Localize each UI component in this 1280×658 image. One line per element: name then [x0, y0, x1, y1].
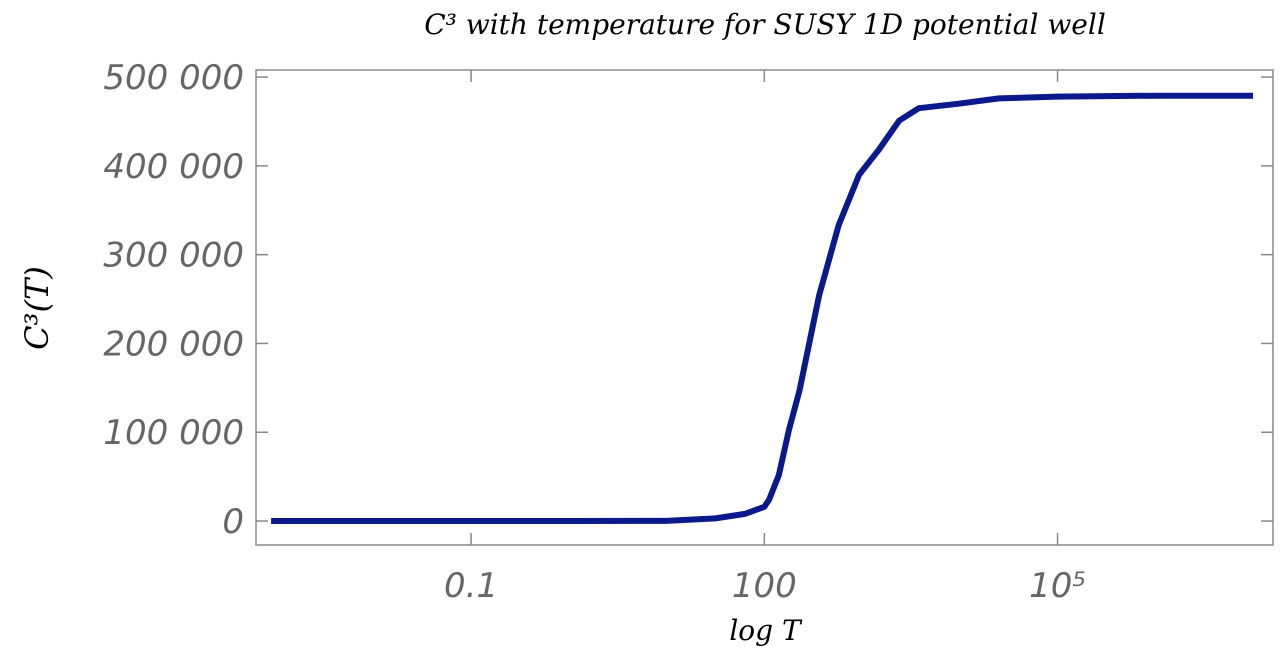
x-axis-label: log T: [729, 614, 803, 647]
y-tick-label: 0: [222, 502, 244, 542]
y-axis-label: C³(T): [18, 266, 56, 350]
plot-frame: [255, 69, 1274, 546]
y-tick-label: 500 000: [103, 58, 244, 98]
chart-title: C³ with temperature for SUSY 1D potentia…: [424, 8, 1106, 41]
y-tick-label: 100 000: [103, 413, 244, 453]
y-tick-label: 200 000: [103, 324, 244, 364]
x-tick-label: 100: [732, 566, 797, 606]
y-tick-label: 400 000: [103, 147, 244, 187]
x-tick-label: 10⁵: [1029, 566, 1086, 606]
x-tick-label: 0.1: [444, 566, 498, 606]
y-tick-label: 300 000: [103, 236, 244, 276]
line: [271, 92, 1253, 524]
